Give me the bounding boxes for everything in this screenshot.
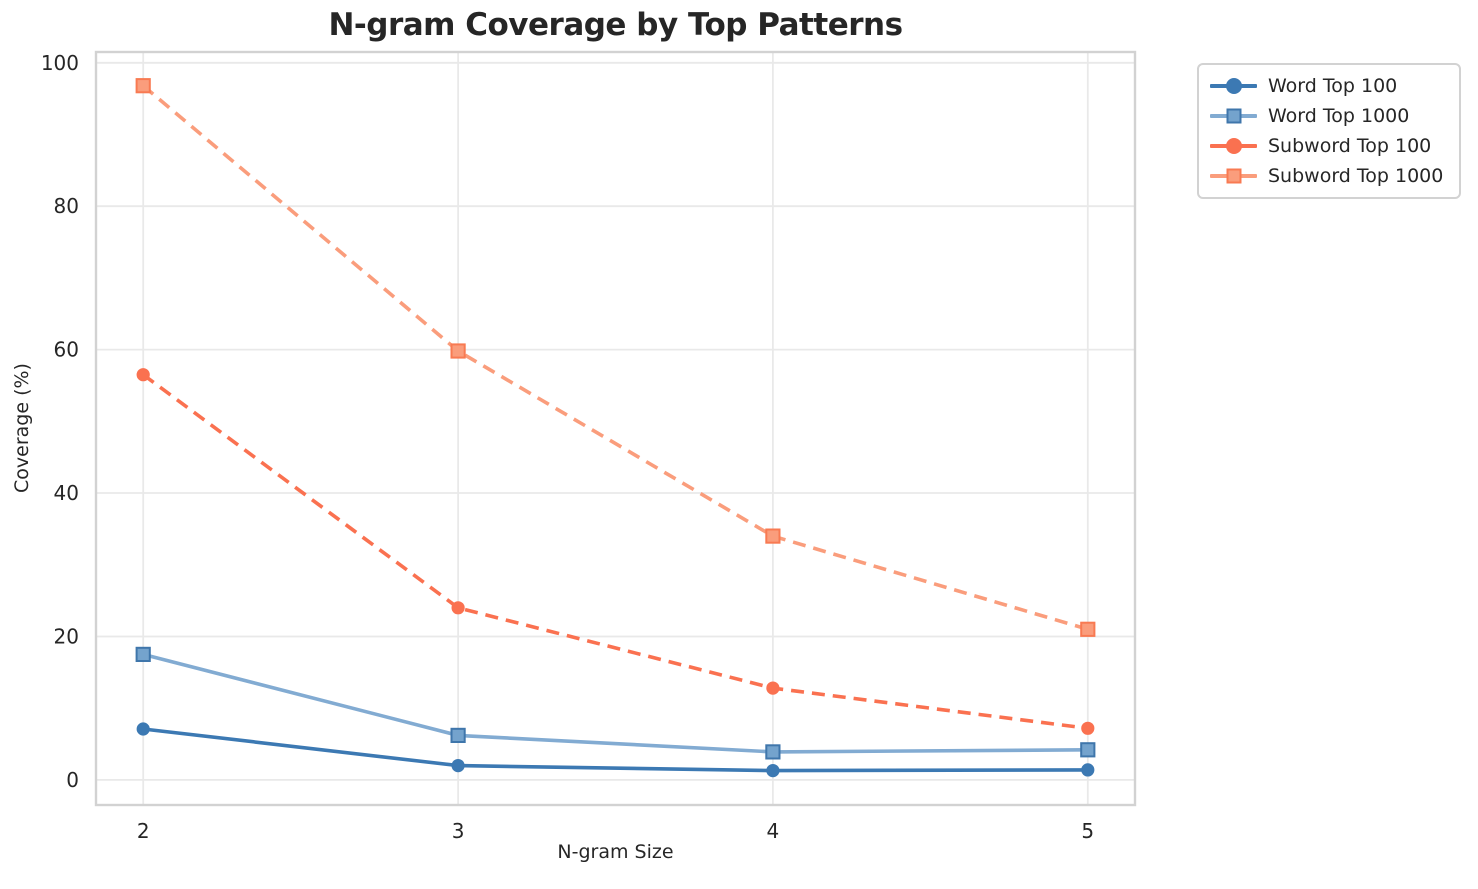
legend-swatch-subword-top-1000 <box>1210 167 1257 185</box>
marker-subword-top-1000-x5 <box>1080 621 1096 637</box>
y-tick-label-40: 40 <box>54 481 79 505</box>
legend-label-subword-top-1000: Subword Top 1000 <box>1268 165 1444 187</box>
marker-subword-top-1000-x2 <box>135 78 151 94</box>
y-tick-label-0: 0 <box>66 768 79 792</box>
legend: Word Top 100 Word Top 1000 Subword Top 100… <box>1197 63 1462 199</box>
x-axis-label: N-gram Size <box>557 841 674 863</box>
marker-word-top-100-x4 <box>766 764 780 778</box>
legend-label-word-top-100: Word Top 100 <box>1268 75 1398 97</box>
legend-item-subword-top-1000: Subword Top 1000 <box>1210 163 1443 189</box>
series-word-top-1000 <box>135 646 1096 760</box>
circle-marker-icon <box>1225 78 1242 94</box>
legend-swatch-word-top-100 <box>1210 77 1257 95</box>
series-line-word-top-1000 <box>142 652 1088 754</box>
plot-border <box>94 50 1137 807</box>
x-tick-label-5: 5 <box>1081 819 1094 843</box>
marker-subword-top-1000-x3 <box>450 343 466 359</box>
marker-word-top-1000-x3 <box>450 727 466 743</box>
y-tick-label-20: 20 <box>54 625 79 649</box>
legend-item-word-top-1000: Word Top 1000 <box>1210 103 1443 129</box>
marker-subword-top-100-x3 <box>451 601 465 615</box>
x-tick-label-4: 4 <box>767 819 780 843</box>
chart-title: N-gram Coverage by Top Patterns <box>328 7 903 43</box>
square-marker-icon <box>1226 168 1241 184</box>
marker-word-top-1000-x2 <box>135 646 151 662</box>
y-tick-label-80: 80 <box>54 194 79 218</box>
y-tick-label-100: 100 <box>41 51 79 75</box>
marker-subword-top-100-x5 <box>1081 721 1095 735</box>
series-line-subword-top-100 <box>142 373 1089 731</box>
marker-subword-top-100-x2 <box>136 368 150 382</box>
y-axis-label: Coverage (%) <box>11 363 33 493</box>
square-marker-icon <box>1226 108 1241 124</box>
series-word-top-100 <box>136 722 1095 778</box>
legend-label-word-top-1000: Word Top 1000 <box>1268 105 1410 127</box>
marker-word-top-1000-x5 <box>1080 742 1096 758</box>
circle-marker-icon <box>1225 138 1242 154</box>
marker-word-top-100-x3 <box>451 759 465 773</box>
marker-word-top-1000-x4 <box>765 744 781 760</box>
legend-swatch-word-top-1000 <box>1210 107 1257 125</box>
legend-label-subword-top-100: Subword Top 100 <box>1268 135 1432 157</box>
marker-subword-top-100-x4 <box>766 681 780 695</box>
x-tick-label-3: 3 <box>452 819 465 843</box>
legend-swatch-subword-top-100 <box>1210 137 1257 155</box>
series-subword-top-1000 <box>135 78 1096 637</box>
series-line-word-top-100 <box>142 727 1088 773</box>
series-subword-top-100 <box>136 368 1095 735</box>
marker-subword-top-1000-x4 <box>765 528 781 544</box>
legend-item-word-top-100: Word Top 100 <box>1210 73 1443 99</box>
marker-word-top-100-x5 <box>1081 763 1095 777</box>
legend-item-subword-top-100: Subword Top 100 <box>1210 133 1443 159</box>
x-tick-label-2: 2 <box>137 819 150 843</box>
y-tick-label-60: 60 <box>54 338 79 362</box>
marker-word-top-100-x2 <box>136 722 150 736</box>
series-line-subword-top-1000 <box>142 84 1089 632</box>
